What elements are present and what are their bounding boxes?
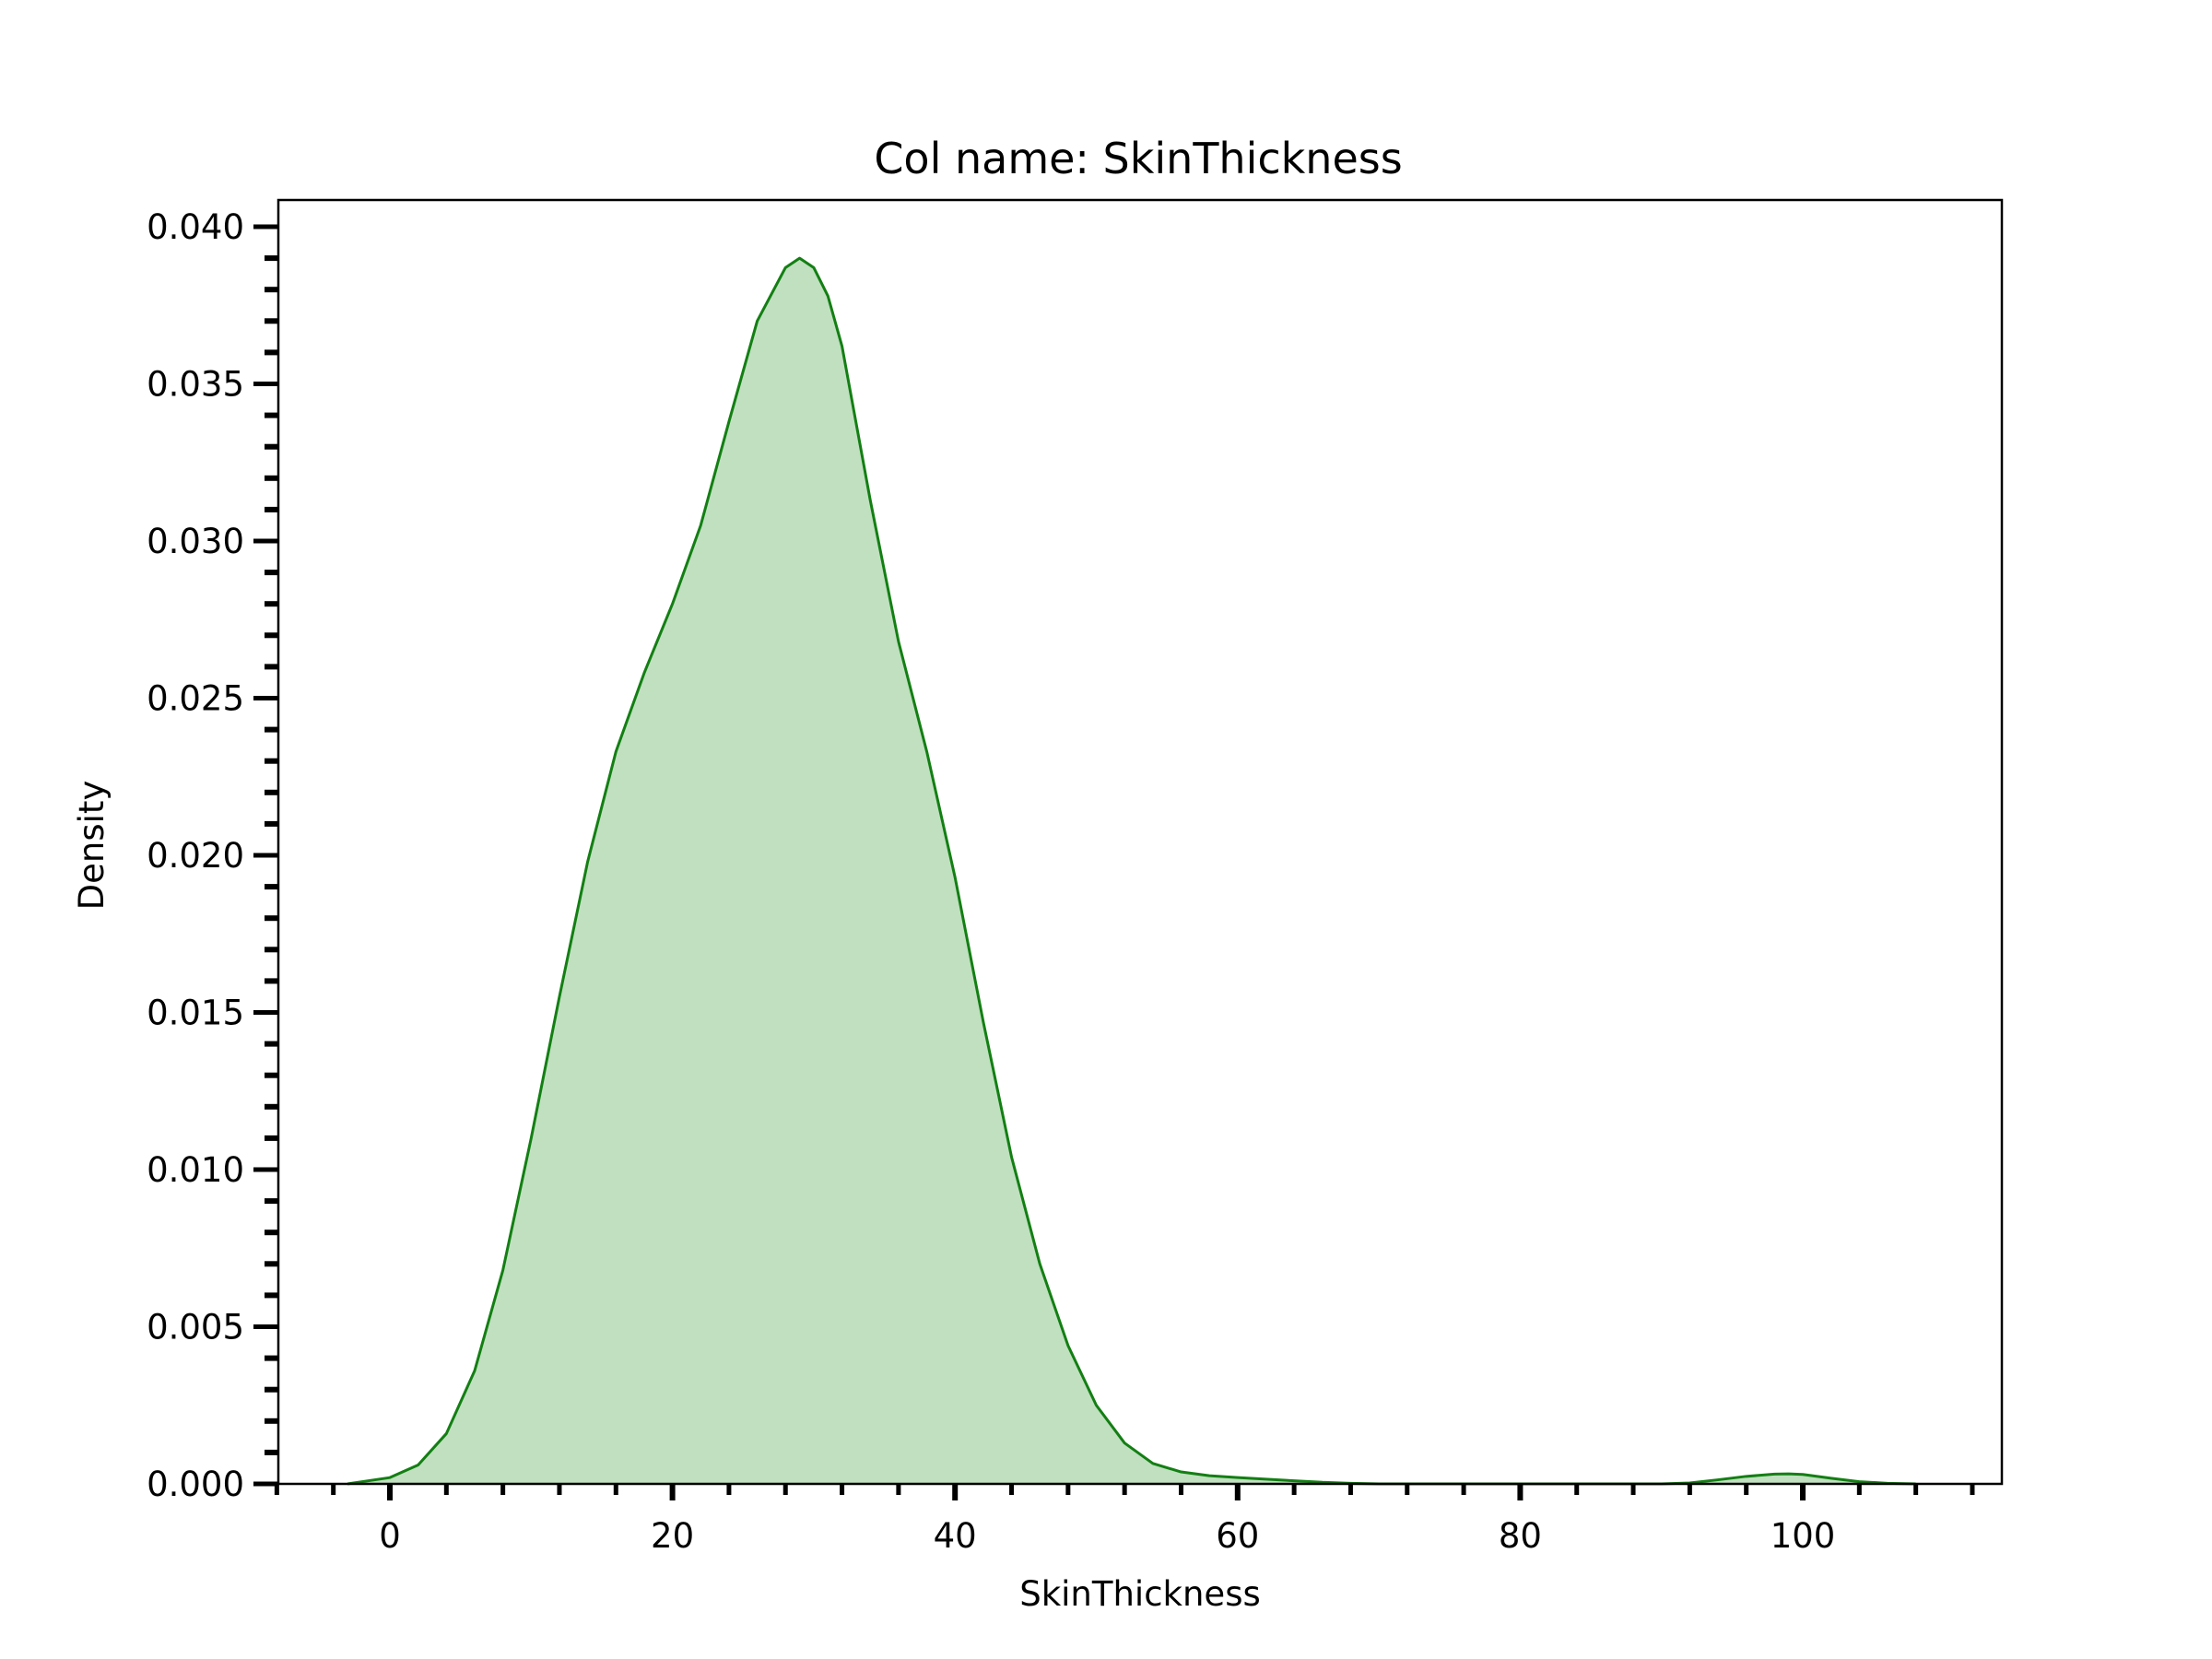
chart-title: Col name: SkinThickness (874, 134, 1402, 183)
y-axis: 0.000 0.005 0.010 0.015 0.020 0.025 0.030 0.035… (147, 207, 278, 1504)
y-tick-label: 0.010 (147, 1150, 244, 1190)
y-tick-label: 0.020 (147, 836, 244, 876)
x-tick-label: 60 (1216, 1516, 1259, 1556)
y-axis-label: Density (72, 781, 112, 911)
y-tick-label: 0.005 (147, 1308, 244, 1347)
y-tick-label: 0.040 (147, 207, 244, 247)
x-tick-label: 40 (934, 1516, 977, 1556)
x-tick-label: 100 (1771, 1516, 1836, 1556)
plot-area (276, 198, 2004, 1486)
y-tick-label: 0.035 (147, 365, 244, 405)
density-curve (347, 256, 1916, 1486)
y-tick-label: 0.025 (147, 679, 244, 719)
y-tick-label: 0.000 (147, 1465, 244, 1504)
density-area-fill (347, 258, 1916, 1485)
y-tick-label: 0.030 (147, 522, 244, 561)
x-axis: 0 20 40 60 80 100 (274, 1484, 1975, 1556)
x-tick-label: 80 (1499, 1516, 1542, 1556)
plot-frame (276, 198, 2004, 1486)
x-tick-label: 0 (379, 1516, 401, 1556)
x-tick-label: 20 (651, 1516, 694, 1556)
x-axis-label: SkinThickness (1019, 1574, 1261, 1614)
y-tick-label: 0.015 (147, 994, 244, 1033)
